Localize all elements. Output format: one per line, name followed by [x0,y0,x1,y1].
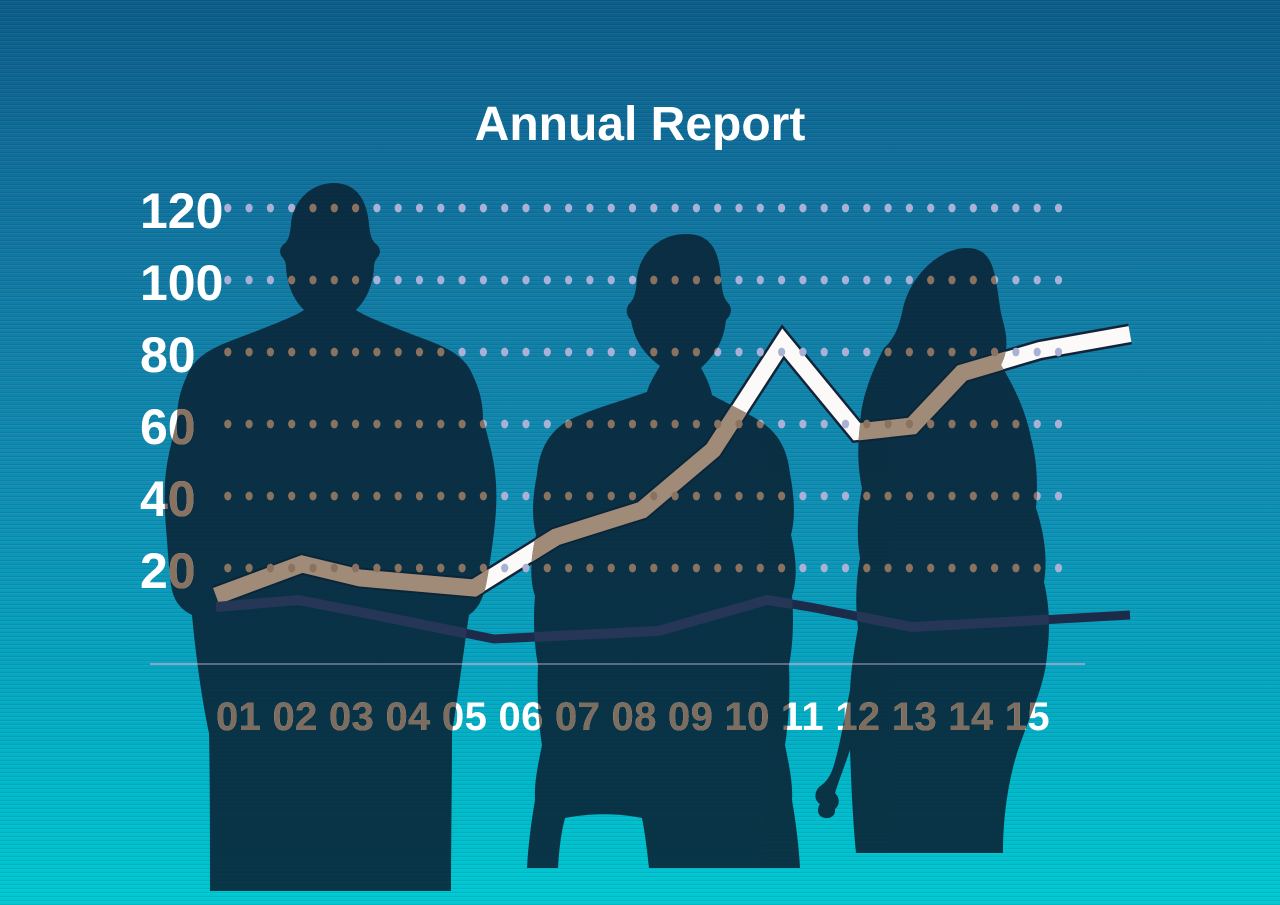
svg-text:Annual Report: Annual Report [475,98,806,151]
svg-text:80: 80 [140,327,196,383]
svg-text:100: 100 [140,255,223,311]
svg-text:01 02 03 04 05 06 07 08 09 10: 01 02 03 04 05 06 07 08 09 10 11 12 13 1… [216,695,1050,739]
svg-text:120: 120 [140,183,223,239]
